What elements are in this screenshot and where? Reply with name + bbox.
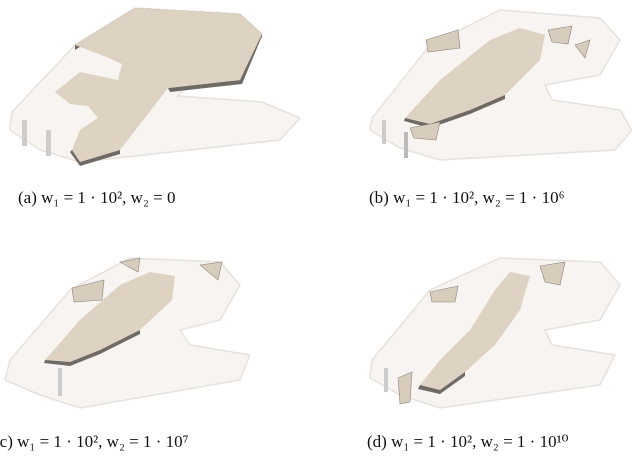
- caption: (c) w₁ = 1 · 10², w₂ = 1 · 10⁷: [0, 432, 189, 451]
- page: (a) w₁ = 1 · 10², w₂ = 0 (b) w₁ = 1 · 10…: [0, 0, 632, 460]
- render-d: [370, 258, 620, 408]
- caption: (b) w₁ = 1 · 10², w₂ = 1 · 10⁶: [369, 188, 565, 207]
- figure: (a) w₁ = 1 · 10², w₂ = 0 (b) w₁ = 1 · 10…: [0, 0, 632, 460]
- render-b: [370, 10, 632, 160]
- caption: (a) w₁ = 1 · 10², w₂ = 0: [18, 188, 175, 207]
- caption: (d) w₁ = 1 · 10², w₂ = 1 · 10¹⁰: [367, 432, 569, 451]
- render-a: [10, 8, 300, 166]
- render-c: [5, 258, 250, 408]
